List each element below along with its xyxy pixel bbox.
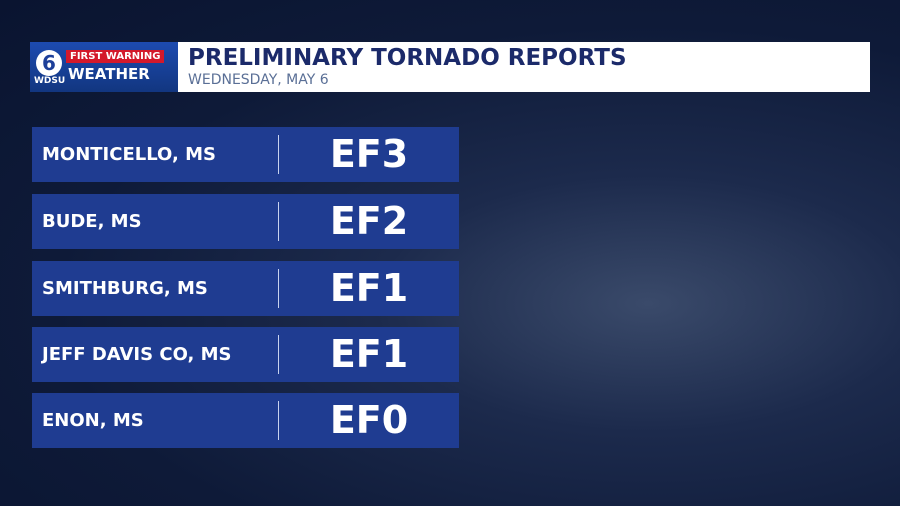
location: ENON, MS <box>42 410 144 431</box>
logo: 6 FIRST WARNING WDSU WEATHER <box>30 42 178 92</box>
location: MONTICELLO, MS <box>42 144 216 165</box>
ef-rating: EF2 <box>329 199 409 243</box>
report-row: MONTICELLO, MS EF3 <box>32 127 459 182</box>
ef-rating: EF0 <box>329 398 409 442</box>
report-row: ENON, MS EF0 <box>32 393 459 448</box>
channel-number: 6 <box>36 50 62 76</box>
location: JEFF DAVIS CO, MS <box>42 344 232 365</box>
title: PRELIMINARY TORNADO REPORTS <box>188 45 627 71</box>
station-name: WDSU <box>34 76 66 86</box>
report-row: BUDE, MS EF2 <box>32 194 459 249</box>
location: SMITHBURG, MS <box>42 278 208 299</box>
ef-rating: EF3 <box>329 132 409 176</box>
header-bar: 6 FIRST WARNING WDSU WEATHER PRELIMINARY… <box>30 42 870 92</box>
report-row: JEFF DAVIS CO, MS EF1 <box>32 327 459 382</box>
product-name: WEATHER <box>68 65 150 83</box>
ef-rating: EF1 <box>329 266 409 310</box>
divider <box>278 401 279 440</box>
divider <box>278 135 279 174</box>
location: BUDE, MS <box>42 211 142 232</box>
divider <box>278 269 279 308</box>
ef-rating: EF1 <box>329 332 409 376</box>
divider <box>278 202 279 241</box>
brand-tag: FIRST WARNING <box>66 50 165 63</box>
subtitle: WEDNESDAY, MAY 6 <box>188 72 329 88</box>
report-row: SMITHBURG, MS EF1 <box>32 261 459 316</box>
divider <box>278 335 279 374</box>
